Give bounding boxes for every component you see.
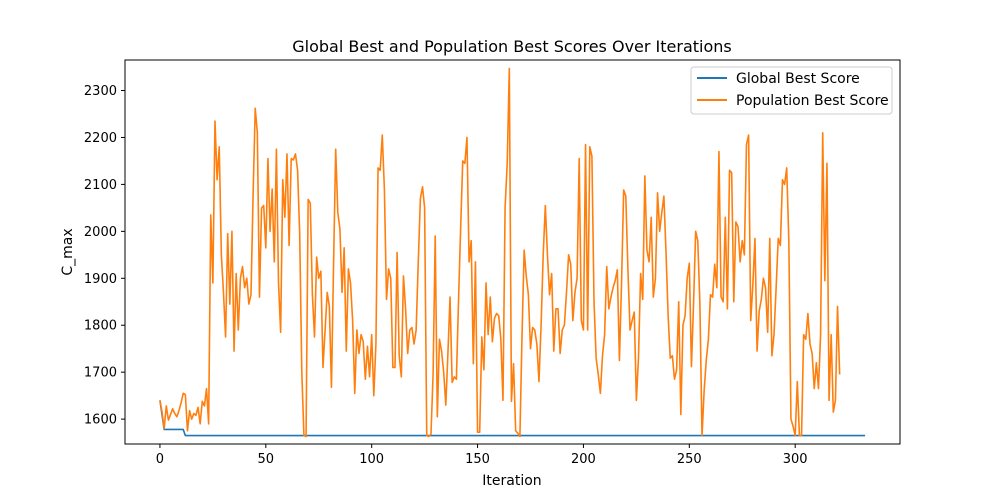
y-tick-label: 2100 <box>84 178 117 193</box>
plot-area <box>159 67 866 438</box>
y-tick-label: 2000 <box>84 225 117 240</box>
y-axis-label: C_max <box>60 228 76 275</box>
x-tick-label: 250 <box>677 452 702 467</box>
y-tick-label: 1900 <box>84 272 117 287</box>
x-axis-label: Iteration <box>482 473 541 489</box>
legend-label-population-best: Population Best Score <box>736 93 889 109</box>
y-tick-label: 1800 <box>84 319 117 334</box>
series-line-population-best <box>159 67 841 438</box>
y-tick-label: 1700 <box>84 366 117 381</box>
y-axis: 1600 1700 1800 1900 2000 2100 2200 2300 <box>84 84 125 428</box>
legend: Global Best Score Population Best Score <box>690 66 893 115</box>
x-tick-label: 100 <box>359 452 384 467</box>
x-axis: 0 50 100 150 200 250 300 <box>156 444 808 467</box>
x-tick-label: 300 <box>783 452 808 467</box>
x-tick-label: 50 <box>258 452 275 467</box>
x-tick-label: 150 <box>465 452 490 467</box>
legend-label-global-best: Global Best Score <box>736 71 860 87</box>
chart-title: Global Best and Population Best Scores O… <box>292 37 732 56</box>
x-tick-label: 0 <box>156 452 164 467</box>
plot-frame <box>124 59 901 445</box>
legend-box <box>690 66 893 115</box>
y-tick-label: 2300 <box>84 84 117 99</box>
y-tick-label: 1600 <box>84 413 117 428</box>
x-tick-label: 200 <box>571 452 596 467</box>
y-tick-label: 2200 <box>84 131 117 146</box>
